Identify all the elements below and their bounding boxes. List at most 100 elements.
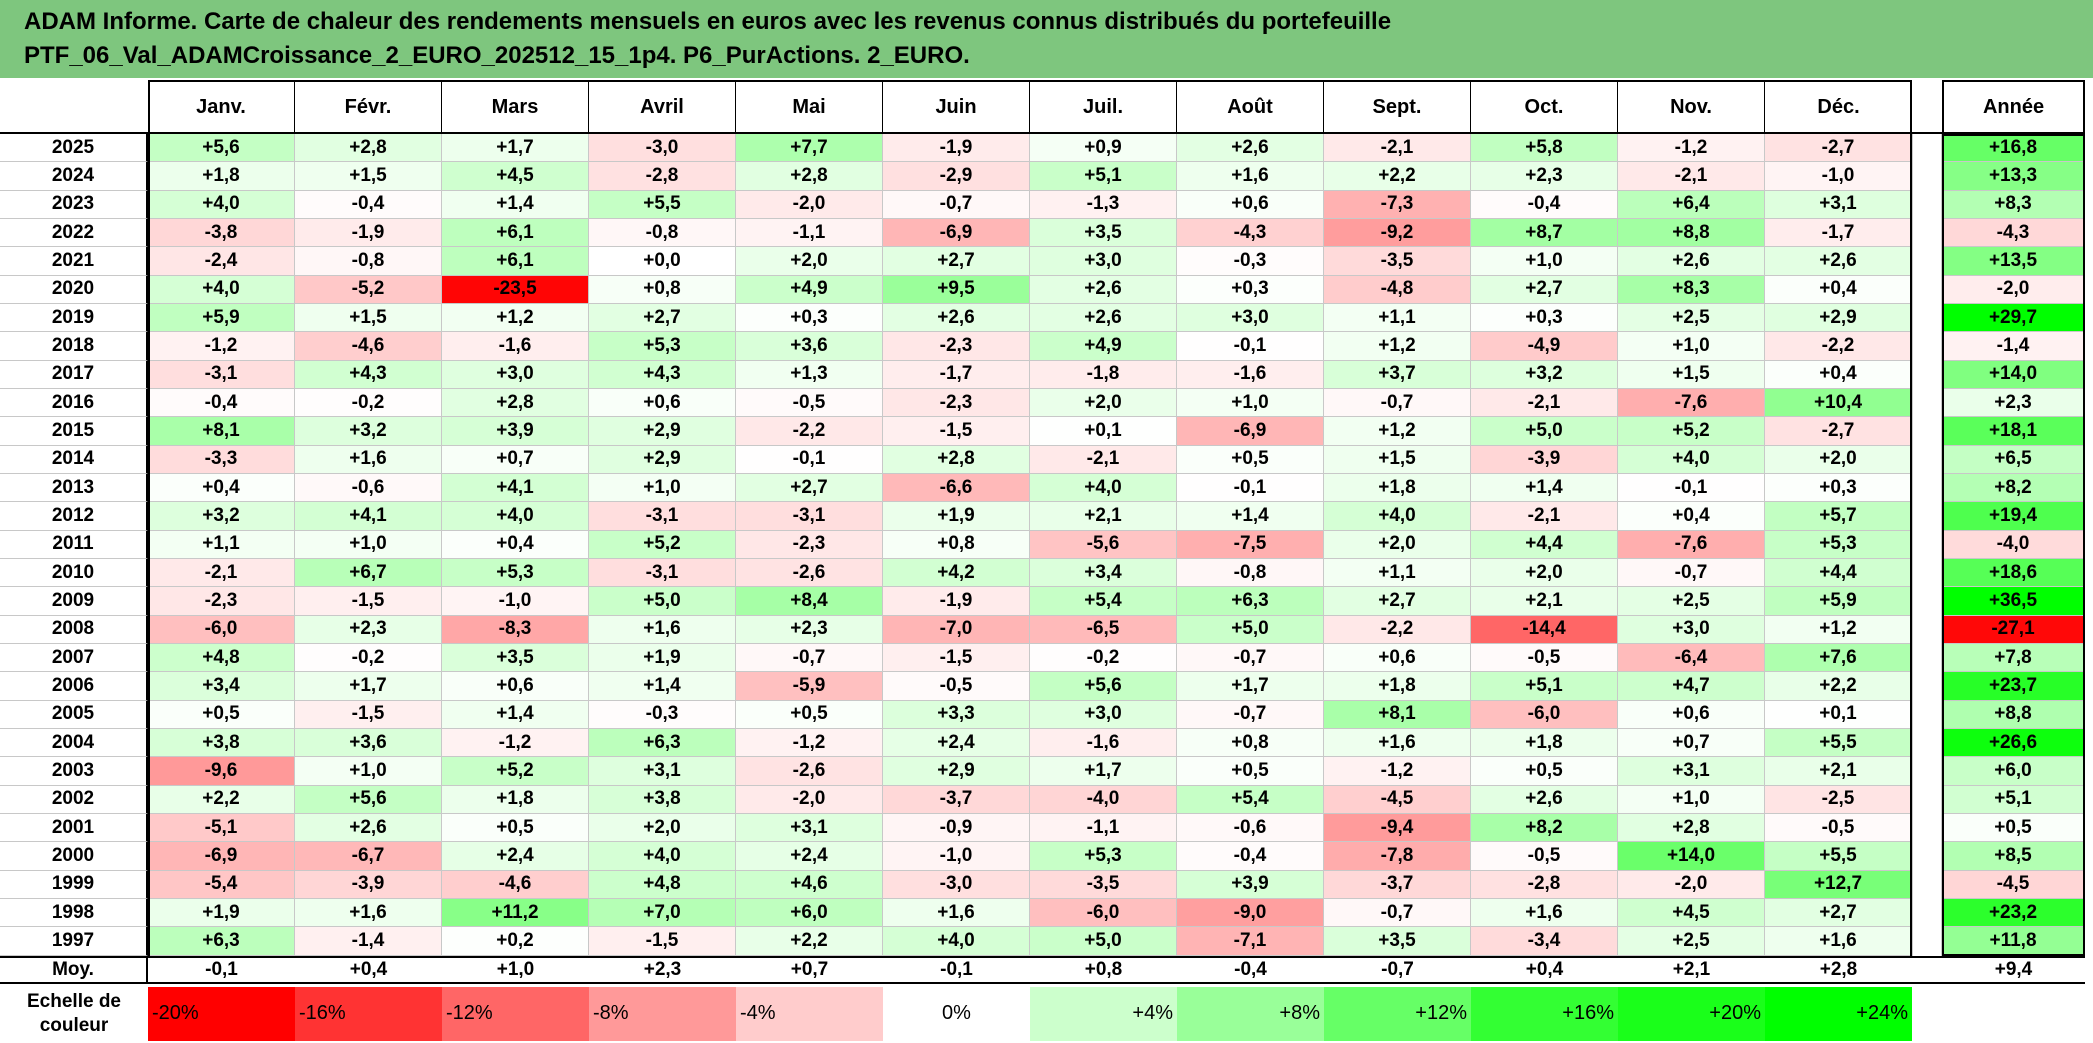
row-year-label: 2013 [0,473,148,503]
heatmap-cell: -0,6 [1177,813,1324,843]
heatmap-cell: +2,2 [1765,672,1912,701]
heatmap-cell: -6,9 [148,842,295,871]
heatmap-cell: +2,7 [1324,587,1471,616]
heatmap-cell: +2,2 [1324,162,1471,191]
heatmap-cell: +0,8 [883,530,1030,559]
row-year-label: 2016 [0,388,148,418]
heatmap-cell: -2,5 [1765,785,1912,814]
column-header: Août [1177,80,1324,134]
spacer-cell [1912,332,1942,361]
column-header: Avril [589,80,736,134]
heatmap-cell: -1,5 [883,643,1030,673]
heatmap-cell: -4,3 [1177,218,1324,248]
heatmap-cell: +1,6 [1471,898,1618,928]
heatmap-cell: +3,2 [148,502,295,531]
heatmap-cell: -8,3 [442,615,589,644]
heatmap-cell: -1,5 [589,927,736,956]
heatmap-cell: +4,5 [1618,898,1765,928]
row-year-label: 2012 [0,502,148,531]
annual-cell: +36,5 [1942,587,2085,616]
heatmap-cell: +1,0 [1177,388,1324,418]
row-year-label: 2010 [0,558,148,588]
scale-swatch: +8% [1177,986,1324,1041]
heatmap-cell: +6,0 [736,898,883,928]
heatmap-cell: -1,2 [442,728,589,758]
annual-cell: -1,4 [1942,332,2085,361]
heatmap-cell: +2,0 [589,813,736,843]
heatmap-cell: +0,3 [736,303,883,333]
title-line-1: ADAM Informe. Carte de chaleur des rende… [24,8,1392,35]
average-cell: -0,1 [205,958,238,980]
heatmap-cell: +0,5 [1177,757,1324,786]
heatmap-cell: +3,5 [1030,218,1177,248]
heatmap-cell: +1,6 [295,898,442,928]
heatmap-cell: +1,6 [1177,162,1324,191]
heatmap-cell: +8,4 [736,587,883,616]
heatmap-cell: -0,4 [1177,842,1324,871]
average-cell: +1,0 [496,958,535,980]
heatmap-cell: +3,1 [736,813,883,843]
heatmap-cell: +4,1 [295,502,442,531]
heatmap-cell: +4,9 [736,275,883,304]
heatmap-cell: +3,0 [442,360,589,389]
heatmap-cell: +2,6 [1471,785,1618,814]
annual-cell: -27,1 [1942,615,2085,644]
heatmap-cell: +3,0 [1618,615,1765,644]
heatmap-cell: +6,1 [442,247,589,276]
heatmap-cell: -2,1 [1324,134,1471,163]
heatmap-cell: +3,4 [148,672,295,701]
heatmap-cell: -3,1 [148,360,295,389]
heatmap-cell: -7,6 [1618,530,1765,559]
heatmap-cell: -5,1 [148,813,295,843]
annual-cell: +18,6 [1942,558,2085,588]
heatmap-cell: -2,2 [736,417,883,446]
heatmap-cell: +3,2 [1471,360,1618,389]
heatmap-cell: +12,7 [1765,870,1912,899]
heatmap-cell: -0,7 [883,190,1030,219]
heatmap-cell: -0,7 [1324,388,1471,418]
scale-label: Echelle de couleur [0,986,148,1041]
heatmap-cell: +2,8 [1618,813,1765,843]
heatmap-cell: +4,0 [1030,473,1177,503]
spacer-cell [1912,558,1942,588]
heatmap-cell: -1,2 [1324,757,1471,786]
heatmap-cell: +0,7 [1618,728,1765,758]
heatmap-cell: +8,1 [148,417,295,446]
heatmap-cell: +5,1 [1030,162,1177,191]
heatmap-cell: +2,4 [736,842,883,871]
heatmap-cell: +5,9 [1765,587,1912,616]
column-header: Févr. [295,80,442,134]
row-year-label: 2003 [0,757,148,786]
heatmap-cell: -0,7 [1324,898,1471,928]
row-year-label: 2009 [0,587,148,616]
row-year-label: 2000 [0,842,148,871]
annual-cell: +6,5 [1942,445,2085,474]
heatmap-cell: -7,3 [1324,190,1471,219]
heatmap-cell: +0,4 [442,530,589,559]
row-year-label: 2024 [0,162,148,191]
heatmap-cell: -2,7 [1765,134,1912,163]
heatmap-cell: +0,3 [1765,473,1912,503]
heatmap-cell: -1,9 [883,134,1030,163]
heatmap-cell: +2,0 [1324,530,1471,559]
heatmap-cell: +3,6 [295,728,442,758]
heatmap-cell: -14,4 [1471,615,1618,644]
heatmap-cell: -2,8 [1471,870,1618,899]
spacer-cell [1912,757,1942,786]
row-year-label: 2002 [0,785,148,814]
title-bar: ADAM Informe. Carte de chaleur des rende… [0,0,2093,78]
annual-cell: +8,3 [1942,190,2085,219]
heatmap-cell: +5,4 [1177,785,1324,814]
heatmap-cell: +3,0 [1177,303,1324,333]
heatmap-cell: -7,1 [1177,927,1324,956]
column-header: Janv. [148,80,295,134]
heatmap-cell: +6,4 [1618,190,1765,219]
heatmap-cell: +2,6 [1030,303,1177,333]
heatmap-cell: -3,0 [589,134,736,163]
header-underline [0,132,2085,134]
heatmap-cell: +1,8 [1324,672,1471,701]
heatmap-cell: -0,2 [1030,643,1177,673]
heatmap-cell: +5,2 [442,757,589,786]
heatmap-cell: -1,6 [1177,360,1324,389]
